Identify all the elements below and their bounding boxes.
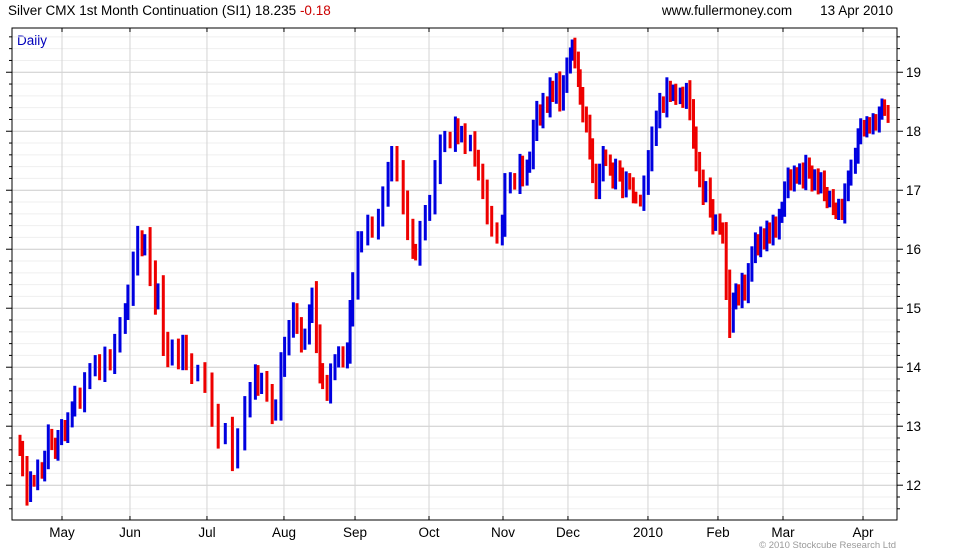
- svg-text:Mar: Mar: [771, 525, 795, 540]
- chart-date: 13 Apr 2010: [820, 3, 893, 18]
- y-axis-labels: 12 13 14 15 16 17 18 19: [906, 65, 922, 493]
- svg-text:Dec: Dec: [556, 525, 580, 540]
- svg-text:Jul: Jul: [198, 525, 215, 540]
- chart-title: Silver CMX 1st Month Continuation (SI1) …: [8, 3, 331, 18]
- price-bars: [18, 37, 890, 506]
- header-right: www.fullermoney.com 13 Apr 2010: [0, 3, 893, 18]
- svg-text:Feb: Feb: [706, 525, 729, 540]
- svg-text:18: 18: [906, 124, 921, 139]
- svg-text:12: 12: [906, 478, 921, 493]
- axis-ticks: [6, 28, 903, 520]
- svg-text:Apr: Apr: [853, 525, 875, 540]
- svg-text:Sep: Sep: [343, 525, 367, 540]
- svg-text:15: 15: [906, 301, 921, 316]
- svg-text:Jun: Jun: [119, 525, 141, 540]
- minor-gridlines: [12, 36, 897, 510]
- svg-text:17: 17: [906, 183, 921, 198]
- svg-text:19: 19: [906, 65, 921, 80]
- svg-text:May: May: [49, 525, 75, 540]
- svg-text:14: 14: [906, 360, 922, 375]
- svg-text:16: 16: [906, 242, 921, 257]
- svg-text:13: 13: [906, 419, 921, 434]
- x-axis-labels: May Jun Jul Aug Sep Oct Nov Dec 2010 Feb Mar Apr: [49, 525, 874, 540]
- fullermoney-link[interactable]: www.fullermoney.com: [661, 3, 793, 18]
- price-change: -0.18: [299, 3, 331, 18]
- last-price: 18.235: [254, 3, 297, 18]
- svg-text:Aug: Aug: [272, 525, 296, 540]
- instrument-name: Silver CMX 1st Month Continuation (SI1): [8, 3, 252, 18]
- plot-border: [11, 27, 898, 521]
- svg-text:2010: 2010: [633, 525, 663, 540]
- copyright-notice: © 2010 Stockcube Research Ltd: [759, 540, 896, 551]
- svg-text:Oct: Oct: [419, 525, 440, 540]
- month-gridlines: [61, 28, 864, 520]
- svg-text:Nov: Nov: [491, 525, 515, 540]
